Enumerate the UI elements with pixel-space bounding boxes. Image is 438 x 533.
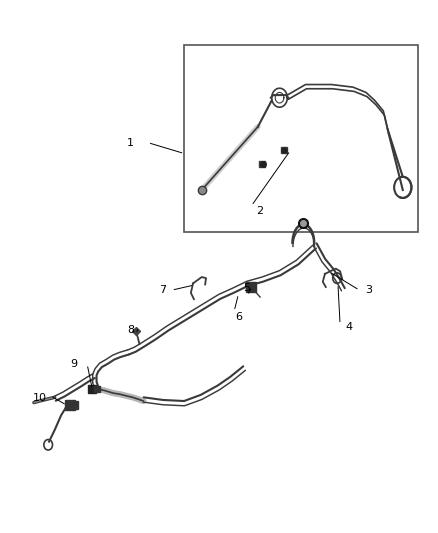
Text: 5: 5 [244,282,251,293]
Text: 2: 2 [257,206,264,216]
Text: 6: 6 [235,312,242,321]
Text: 1: 1 [127,138,134,148]
Text: 4: 4 [345,322,352,332]
Text: 8: 8 [127,325,134,335]
Text: 10: 10 [32,393,46,403]
Text: 7: 7 [159,285,166,295]
Text: 9: 9 [71,359,78,369]
Bar [184,45,418,232]
Text: 3: 3 [365,285,372,295]
